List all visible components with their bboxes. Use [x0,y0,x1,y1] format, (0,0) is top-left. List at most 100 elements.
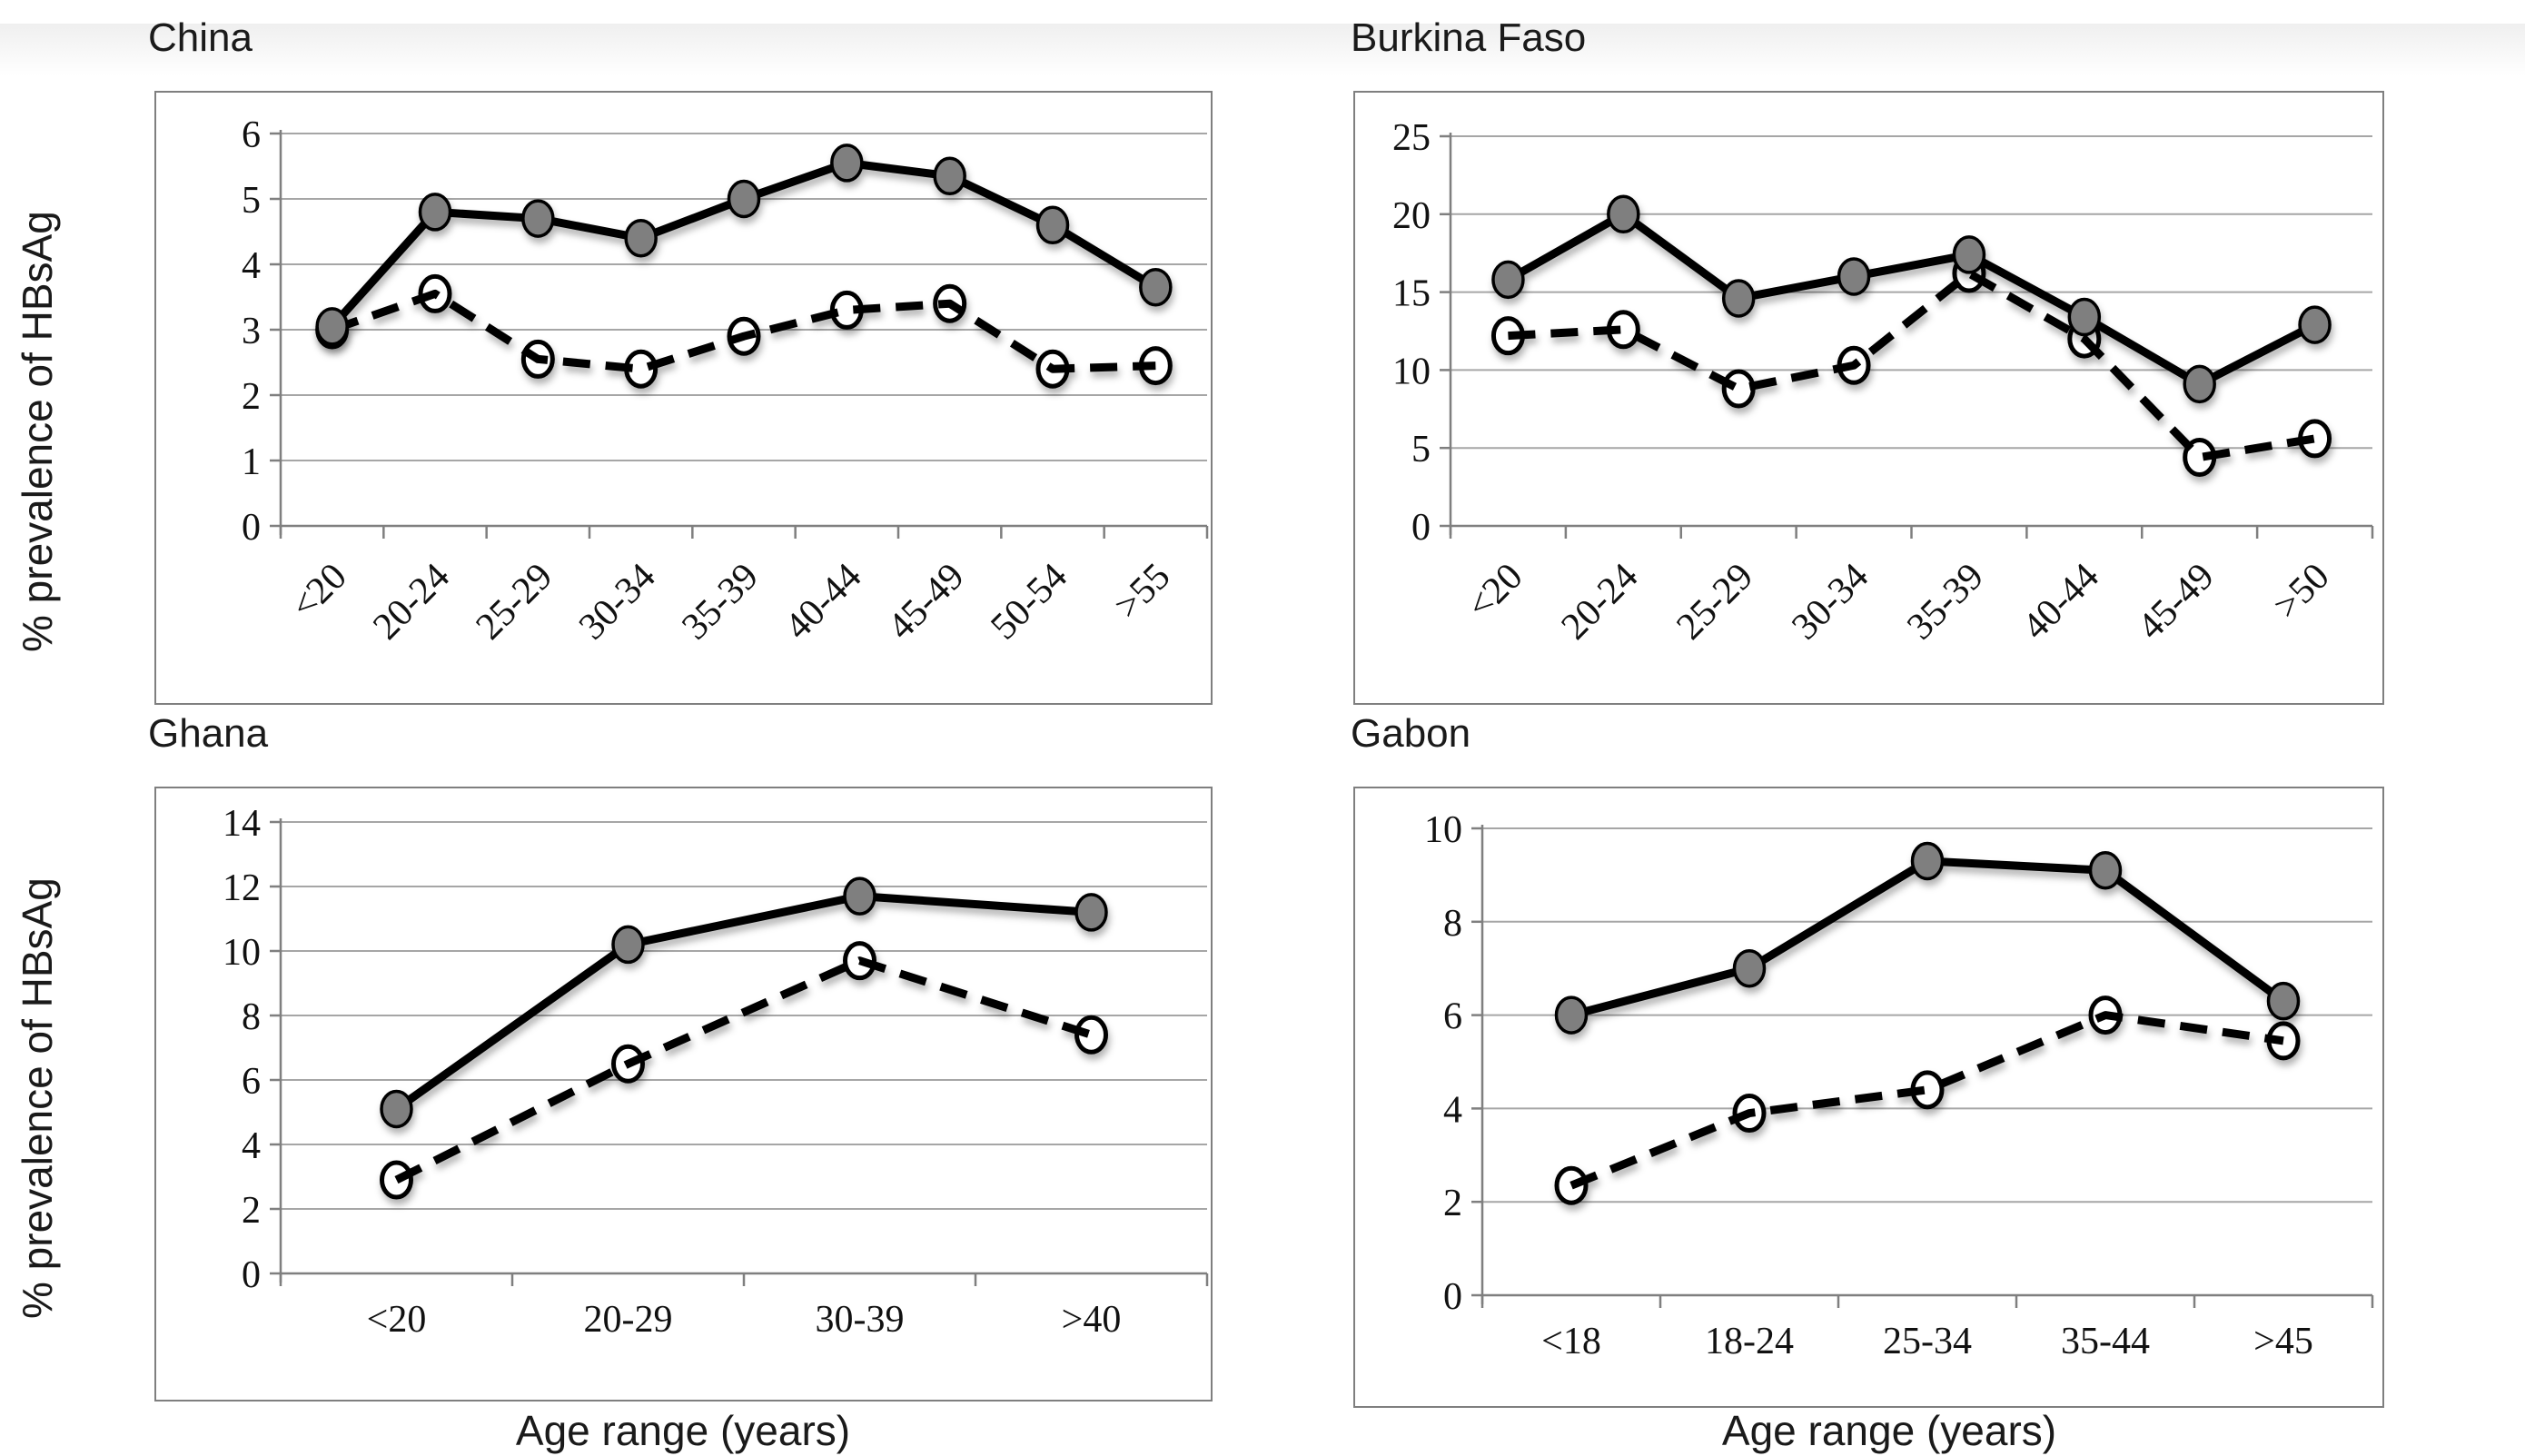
x-tick-label: 35-44 [2061,1321,2150,1362]
y-tick-label: 6 [242,114,261,156]
series-dashed [380,941,1108,1200]
x-tick-label: 20-24 [1554,556,1647,649]
x-tick-label: 25-34 [1883,1321,1972,1362]
x-tick-label: 50-54 [983,556,1075,649]
data-point-marker-filled [830,144,864,183]
data-point-marker-filled [1074,893,1108,932]
x-tick-label: 18-24 [1705,1321,1794,1362]
series-solid-line [1569,857,2286,1019]
y-tick-label: 12 [223,867,261,909]
series-dashed-line [1569,1011,2284,1190]
data-point-marker-filled [1554,995,1589,1035]
x-tick-label: 30-39 [816,1299,905,1341]
x-axis-label-gabon: Age range (years) [1721,1407,2057,1454]
x-tick-label: 35-39 [1899,556,1992,649]
y-tick-label: 0 [242,507,261,549]
data-point-marker-filled [2266,981,2301,1021]
x-tick-label: 40-44 [777,556,870,649]
y-tick-label: 20 [1392,195,1431,237]
y-tick-label: 10 [223,932,261,974]
y-tick-label: 6 [242,1061,261,1103]
y-tick-label: 4 [242,245,261,287]
data-point-marker-filled [1910,841,1945,881]
series-dashed-line [394,956,1093,1184]
series-dashed [1490,253,2332,477]
y-tick-label: 6 [1443,996,1462,1038]
series-solid-line [393,892,1092,1113]
y-tick-label: 0 [1411,507,1431,549]
chart-canvas-china: 0 1 2 3 4 5 6 <20 20-24 25-29 30-34 35-39 40-44 45-49… [242,114,1209,649]
x-tick-label: 30-34 [571,556,664,649]
data-point-marker-filled [611,925,645,965]
data-point-marker-filled [521,199,555,238]
x-tick-label: <18 [1541,1321,1601,1362]
y-tick-label: 14 [223,803,261,845]
data-point-marker-filled [2298,305,2332,344]
y-axis-label-top-row: % prevalence of HBsAg [14,211,61,652]
data-point-marker-filled [2067,297,2102,337]
y-tick-label: 2 [242,376,261,418]
page-top-shading [0,24,2525,76]
chart-title-gabon: Gabon [1351,711,1471,756]
series-dashed-line [1508,269,2316,461]
y-tick-label: 5 [242,180,261,222]
chart-panel-burkina-faso: 0 5 10 15 20 25 <20 20-24 25-29 30-34 35-39 40-44 45… [1353,91,2384,705]
y-tick-label: 25 [1392,117,1431,159]
chart-canvas-burkina-faso: 0 5 10 15 20 25 <20 20-24 25-29 30-34 35-39 40-44 45… [1392,117,2374,649]
x-tick-label: 25-29 [469,556,561,649]
y-tick-label: 1 [242,441,261,483]
x-tick-label: 30-34 [1784,556,1876,649]
x-tick-label: 45-49 [880,556,973,649]
y-tick-label: 0 [1443,1276,1462,1318]
data-point-marker-open [1074,1015,1108,1055]
data-point-marker-filled [418,193,452,232]
data-point-marker-filled [380,1089,413,1129]
data-point-marker-filled [843,877,876,916]
series-solid [380,877,1108,1129]
data-point-marker-filled [1732,948,1767,988]
data-point-marker-open [380,1160,413,1200]
chart-canvas-gabon: 0 2 4 6 8 10 <18 18-24 25-34 35-44 >45 [1424,809,2374,1362]
chart-panel-ghana: 0 2 4 6 8 10 12 14 <20 20-29 30-39 >40 [154,787,1213,1402]
y-tick-label: 5 [1411,429,1431,470]
data-point-marker-filled [2088,851,2123,890]
series-solid [315,144,1173,346]
data-point-marker-filled [1837,257,1871,296]
x-tick-label: >55 [1106,556,1178,628]
data-point-marker-filled [1952,235,1986,274]
chart-title-china: China [148,15,252,60]
y-tick-label: 15 [1392,273,1431,315]
y-tick-label: 10 [1424,809,1462,851]
x-tick-label: 35-39 [674,556,767,649]
y-tick-label: 4 [1443,1089,1462,1131]
x-tick-label: 20-24 [365,556,458,649]
data-point-marker-filled [315,307,349,346]
y-tick-label: 3 [242,311,261,352]
y-tick-label: 2 [1443,1183,1462,1224]
x-tick-label: <20 [283,556,355,628]
x-tick-label: 20-29 [584,1299,673,1341]
y-tick-label: 4 [242,1125,261,1167]
series-solid [1491,194,2332,404]
x-tick-label: 45-49 [2130,556,2223,649]
data-point-marker-filled [1491,260,1525,300]
chart-panel-china: 0 1 2 3 4 5 6 <20 20-24 25-29 30-34 35-39 40-44 45-49… [154,91,1213,705]
y-tick-label: 8 [1443,903,1462,945]
series-dashed [315,273,1173,389]
series-dashed-line [331,289,1156,373]
x-axis-label-ghana: Age range (years) [515,1407,851,1454]
data-point-marker-filled [1721,279,1756,318]
x-tick-label: 25-29 [1668,556,1761,649]
x-tick-label: >45 [2253,1321,2313,1362]
chart-panel-gabon: 0 2 4 6 8 10 <18 18-24 25-34 35-44 >45 [1353,787,2384,1408]
chart-title-ghana: Ghana [148,711,269,756]
x-tick-label: 40-44 [2015,556,2107,649]
y-tick-label: 2 [242,1190,261,1232]
data-point-marker-filled [933,156,966,196]
chart-title-burkina-faso: Burkina Faso [1351,15,1587,60]
data-point-marker-filled [2183,364,2216,404]
x-tick-label: <20 [1460,556,1531,628]
data-point-marker-filled [1607,194,1640,234]
data-point-marker-open [1721,369,1756,409]
